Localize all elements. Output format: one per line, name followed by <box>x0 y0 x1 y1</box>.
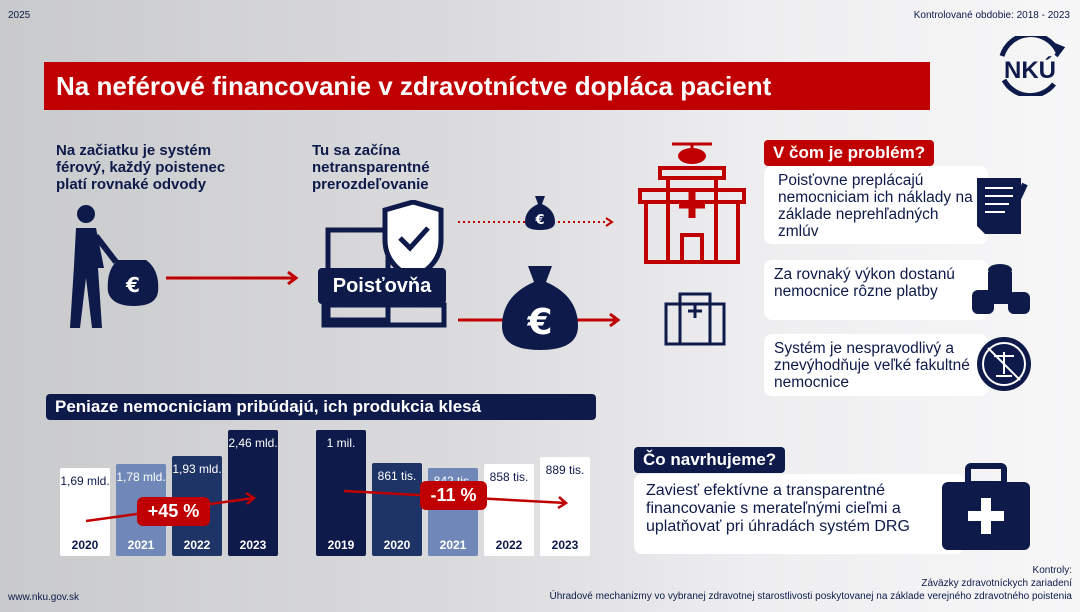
website-link[interactable]: www.nku.gov.sk <box>8 592 79 603</box>
charts-heading: Peniaze nemocniciam pribúdajú, ich produ… <box>46 394 596 420</box>
bar-value-label: 1,69 mld. <box>60 474 110 488</box>
bar-value-label: 889 tis. <box>545 462 585 477</box>
footer-controls: Kontroly: Záväzky zdravotníckych zariade… <box>549 564 1072 603</box>
problem-card-3: Systém je nespravodlivý a znevýhodňuje v… <box>764 334 988 396</box>
bar-value-label: 858 tis. <box>489 470 529 485</box>
bar-2020: 1,69 mld. 2020 <box>60 468 110 556</box>
insurer-building-icon <box>320 199 450 330</box>
small-moneybag-icon: € <box>525 192 555 230</box>
no-justice-scales-icon <box>976 336 1032 392</box>
bar-2022: 858 tis. 2022 <box>484 464 534 556</box>
controls-label: Kontroly: <box>1032 565 1072 576</box>
insurer-label: Poisťovňa <box>318 268 446 304</box>
bar-2020: 861 tis. 2020 <box>372 463 422 556</box>
bar-2023: 889 tis. 2023 <box>540 456 590 556</box>
bar-2023: 2,46 mld. 2023 <box>228 430 278 556</box>
problem-card-2: Za rovnaký výkon dostanú nemocnice rôzne… <box>764 260 988 320</box>
money-change-badge: +45 % <box>137 497 210 526</box>
bar-year-label: 2020 <box>383 538 411 552</box>
small-hospital-icon <box>662 290 728 346</box>
lead-fair-system: Na začiatku je systém férový, každý pois… <box>56 142 226 193</box>
bar-value-label: 1,78 mld. <box>116 469 166 484</box>
bar-year-label: 2023 <box>551 538 579 552</box>
lead-redistribution: Tu sa začína netransparentné prerozdeľov… <box>312 142 430 193</box>
arrow-to-insurer <box>166 270 300 286</box>
bar-year-label: 2021 <box>439 538 467 552</box>
page-title: Na neférové financovanie v zdravotníctve… <box>44 62 930 110</box>
hospital-with-helicopter-icon <box>632 130 752 265</box>
year: 2025 <box>8 10 31 21</box>
bar-year-label: 2022 <box>183 538 211 552</box>
coins-icon <box>970 262 1032 316</box>
svg-text:NKÚ: NKÚ <box>1004 56 1056 84</box>
bar-year-label: 2020 <box>71 538 99 552</box>
svg-text:€: € <box>534 213 544 228</box>
bar-value-label: 2,46 mld. <box>228 436 278 450</box>
proposal-text: Zaviesť efektívne a transparentné financ… <box>634 474 964 554</box>
first-aid-kit-icon <box>940 462 1032 552</box>
svg-text:€: € <box>526 302 552 343</box>
contract-icon <box>975 176 1031 236</box>
control-period: Kontrolované obdobie: 2018 - 2023 <box>913 10 1070 21</box>
production-change-badge: -11 % <box>420 481 487 510</box>
person-with-moneybag-icon: € <box>56 200 166 340</box>
bar-value-label: 861 tis. <box>377 469 417 484</box>
bar-year-label: 2023 <box>239 538 267 552</box>
bar-value-label: 1,93 mld. <box>172 462 222 477</box>
svg-text:€: € <box>125 273 140 297</box>
bar-value-label: 1 mil. <box>326 436 356 450</box>
control-2: Úhradové mechanizmy vo vybranej zdravotn… <box>549 591 1072 602</box>
bar-year-label: 2022 <box>495 538 523 552</box>
large-moneybag-icon: € <box>502 262 578 352</box>
bar-year-label: 2019 <box>327 538 355 552</box>
bar-year-label: 2021 <box>127 538 155 552</box>
problem-card-1: Poisťovne preplácajú nemocniciam ich nák… <box>764 166 988 244</box>
control-1: Záväzky zdravotníckych zariadení <box>921 578 1072 589</box>
bar-2019: 1 mil. 2019 <box>316 430 366 556</box>
nku-logo: NKÚ <box>990 32 1070 99</box>
problem-heading: V čom je problém? <box>764 140 935 166</box>
proposal-heading: Čo navrhujeme? <box>634 447 786 473</box>
